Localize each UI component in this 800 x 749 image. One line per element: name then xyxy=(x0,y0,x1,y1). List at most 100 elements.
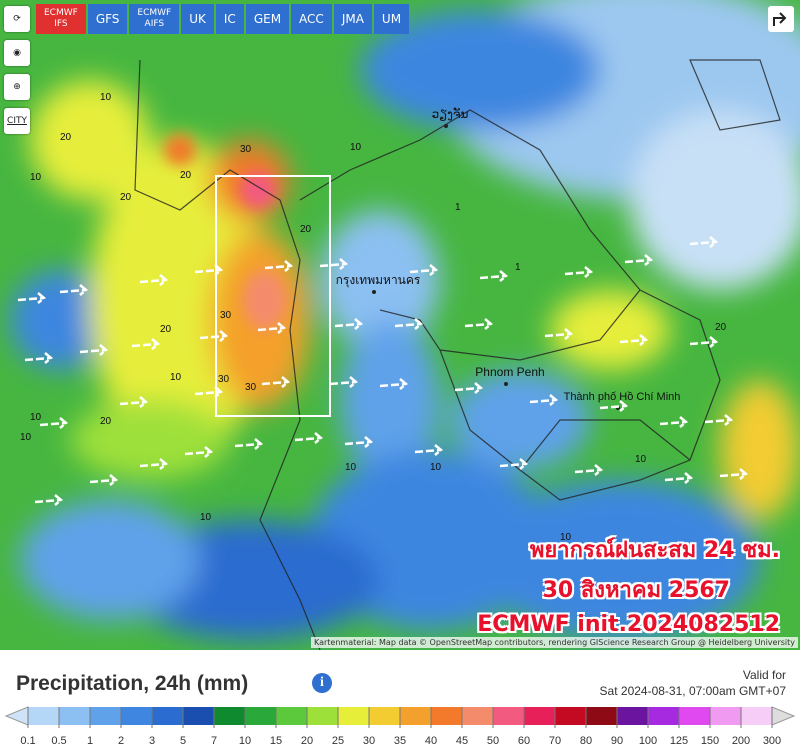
refresh-button[interactable]: ⟳ xyxy=(4,6,30,32)
contour-label: 30 xyxy=(245,382,257,393)
wind-arrow xyxy=(624,254,653,266)
legend-tick-label: 45 xyxy=(456,735,468,747)
legend-swatch xyxy=(493,707,525,725)
contour-label: 30 xyxy=(240,144,252,155)
wind-arrow xyxy=(34,494,63,506)
legend-tick-label: 1 xyxy=(87,735,93,747)
color-legend: 0.1 0.5 1 2 3 5 7 10 15 20 25 30 35 40 45 50 60 70 80 90 100… xyxy=(4,706,796,747)
borders xyxy=(134,59,781,650)
wind-arrow xyxy=(261,376,290,388)
precip-map: ວຽງຈັນ กรุงเทพมหานคร Phnom Penh Thành phố H… xyxy=(0,0,800,650)
wind-arrow xyxy=(89,474,118,486)
contour-label: 20 xyxy=(300,224,312,235)
place-label: ວຽງຈັນ xyxy=(432,107,469,121)
legend-tick-label: 200 xyxy=(732,735,750,747)
contour-label: 20 xyxy=(160,324,172,335)
legend-end xyxy=(771,706,796,726)
wind-arrow xyxy=(719,468,748,480)
contour-label: 10 xyxy=(430,462,442,473)
legend-tick-label: 30 xyxy=(363,735,375,747)
wind-arrow xyxy=(529,394,558,406)
wind-arrow xyxy=(257,322,286,334)
legend-swatch xyxy=(152,707,184,725)
legend-swatch xyxy=(679,707,711,725)
contour-label: 10 xyxy=(100,92,112,103)
info-button[interactable]: i xyxy=(312,673,332,693)
share-button[interactable] xyxy=(768,6,794,32)
wind-arrow xyxy=(294,432,323,444)
legend-end xyxy=(4,706,29,726)
overlay-line: ECMWF init.2024082512 xyxy=(477,612,780,637)
contour-label: 10 xyxy=(170,372,182,383)
model-button[interactable]: UM xyxy=(373,4,410,34)
legend-swatch xyxy=(245,707,277,725)
place-dot xyxy=(444,124,448,128)
contour-label: 20 xyxy=(120,192,132,203)
legend-swatch xyxy=(214,707,246,725)
place-dot xyxy=(372,290,376,294)
model-button[interactable]: ACC xyxy=(291,4,332,34)
wind-arrow xyxy=(379,378,408,390)
model-button[interactable]: UK xyxy=(181,4,214,34)
wind-arrow xyxy=(599,400,628,412)
contour-label: 10 xyxy=(30,412,42,423)
wind-arrow xyxy=(689,236,718,248)
legend-swatch xyxy=(90,707,122,725)
legend-swatch xyxy=(710,707,742,725)
model-button[interactable]: IC xyxy=(215,4,244,34)
legend-swatch xyxy=(524,707,556,725)
model-button[interactable]: GEM xyxy=(245,4,290,34)
model-button[interactable]: ECMWF IFS xyxy=(36,4,86,34)
wind-arrow xyxy=(329,376,358,388)
location-button[interactable]: ◉ xyxy=(4,40,30,66)
model-bar: ECMWF IFS GFS ECMWF AIFS UK IC GEM ACC JMA UM xyxy=(36,4,410,34)
place-dot xyxy=(504,382,508,386)
wind-arrow xyxy=(704,414,733,426)
wind-arrow xyxy=(194,386,223,398)
wind-arrow xyxy=(119,396,148,408)
wind-arrow xyxy=(619,334,648,346)
legend-tick-label: 0.5 xyxy=(51,735,66,747)
legend-swatch xyxy=(555,707,587,725)
contour-label: 1 xyxy=(515,262,521,273)
legend-tick-label: 3 xyxy=(149,735,155,747)
wind-arrow xyxy=(659,416,688,428)
legend-tick-label: 2 xyxy=(118,735,124,747)
legend-tick-label: 60 xyxy=(518,735,530,747)
model-button[interactable]: JMA xyxy=(333,4,372,34)
wind-arrow xyxy=(414,444,443,456)
wind-arrow xyxy=(574,464,603,476)
wind-arrow xyxy=(499,458,528,470)
legend-swatch xyxy=(431,707,463,725)
wind-arrow xyxy=(319,258,348,270)
legend-swatch xyxy=(648,707,680,725)
legend-tick-label: 0.1 xyxy=(20,735,35,747)
wind-arrow xyxy=(334,318,363,330)
legend-swatch xyxy=(741,707,773,725)
model-button[interactable]: GFS xyxy=(87,4,128,34)
wind-arrow xyxy=(454,382,483,394)
contour-label: 10 xyxy=(560,532,572,543)
legend-swatch xyxy=(59,707,91,725)
city-button[interactable]: CITY xyxy=(4,108,30,134)
legend-tick-label: 35 xyxy=(394,735,406,747)
wind-arrow xyxy=(544,328,573,340)
contour-label: 10 xyxy=(200,512,212,523)
wind-arrow xyxy=(59,284,88,296)
legend-tick-label: 150 xyxy=(701,735,719,747)
legend-swatch xyxy=(617,707,649,725)
attribution: Kartenmaterial: Map data © OpenStreetMap… xyxy=(310,637,798,648)
wind-arrow xyxy=(664,472,693,484)
model-button[interactable]: ECMWF AIFS xyxy=(129,4,180,34)
wind-arrow xyxy=(479,270,508,282)
wind-arrow xyxy=(17,292,46,304)
legend-swatch xyxy=(276,707,308,725)
wind-arrow xyxy=(24,352,53,364)
zoom-button[interactable]: ⊕ xyxy=(4,74,30,100)
wind-arrow xyxy=(139,274,168,286)
legend-swatch xyxy=(462,707,494,725)
contour-label: 20 xyxy=(715,322,727,333)
legend-tick-label: 70 xyxy=(549,735,561,747)
wind-arrow xyxy=(139,458,168,470)
legend-tick-label: 25 xyxy=(332,735,344,747)
